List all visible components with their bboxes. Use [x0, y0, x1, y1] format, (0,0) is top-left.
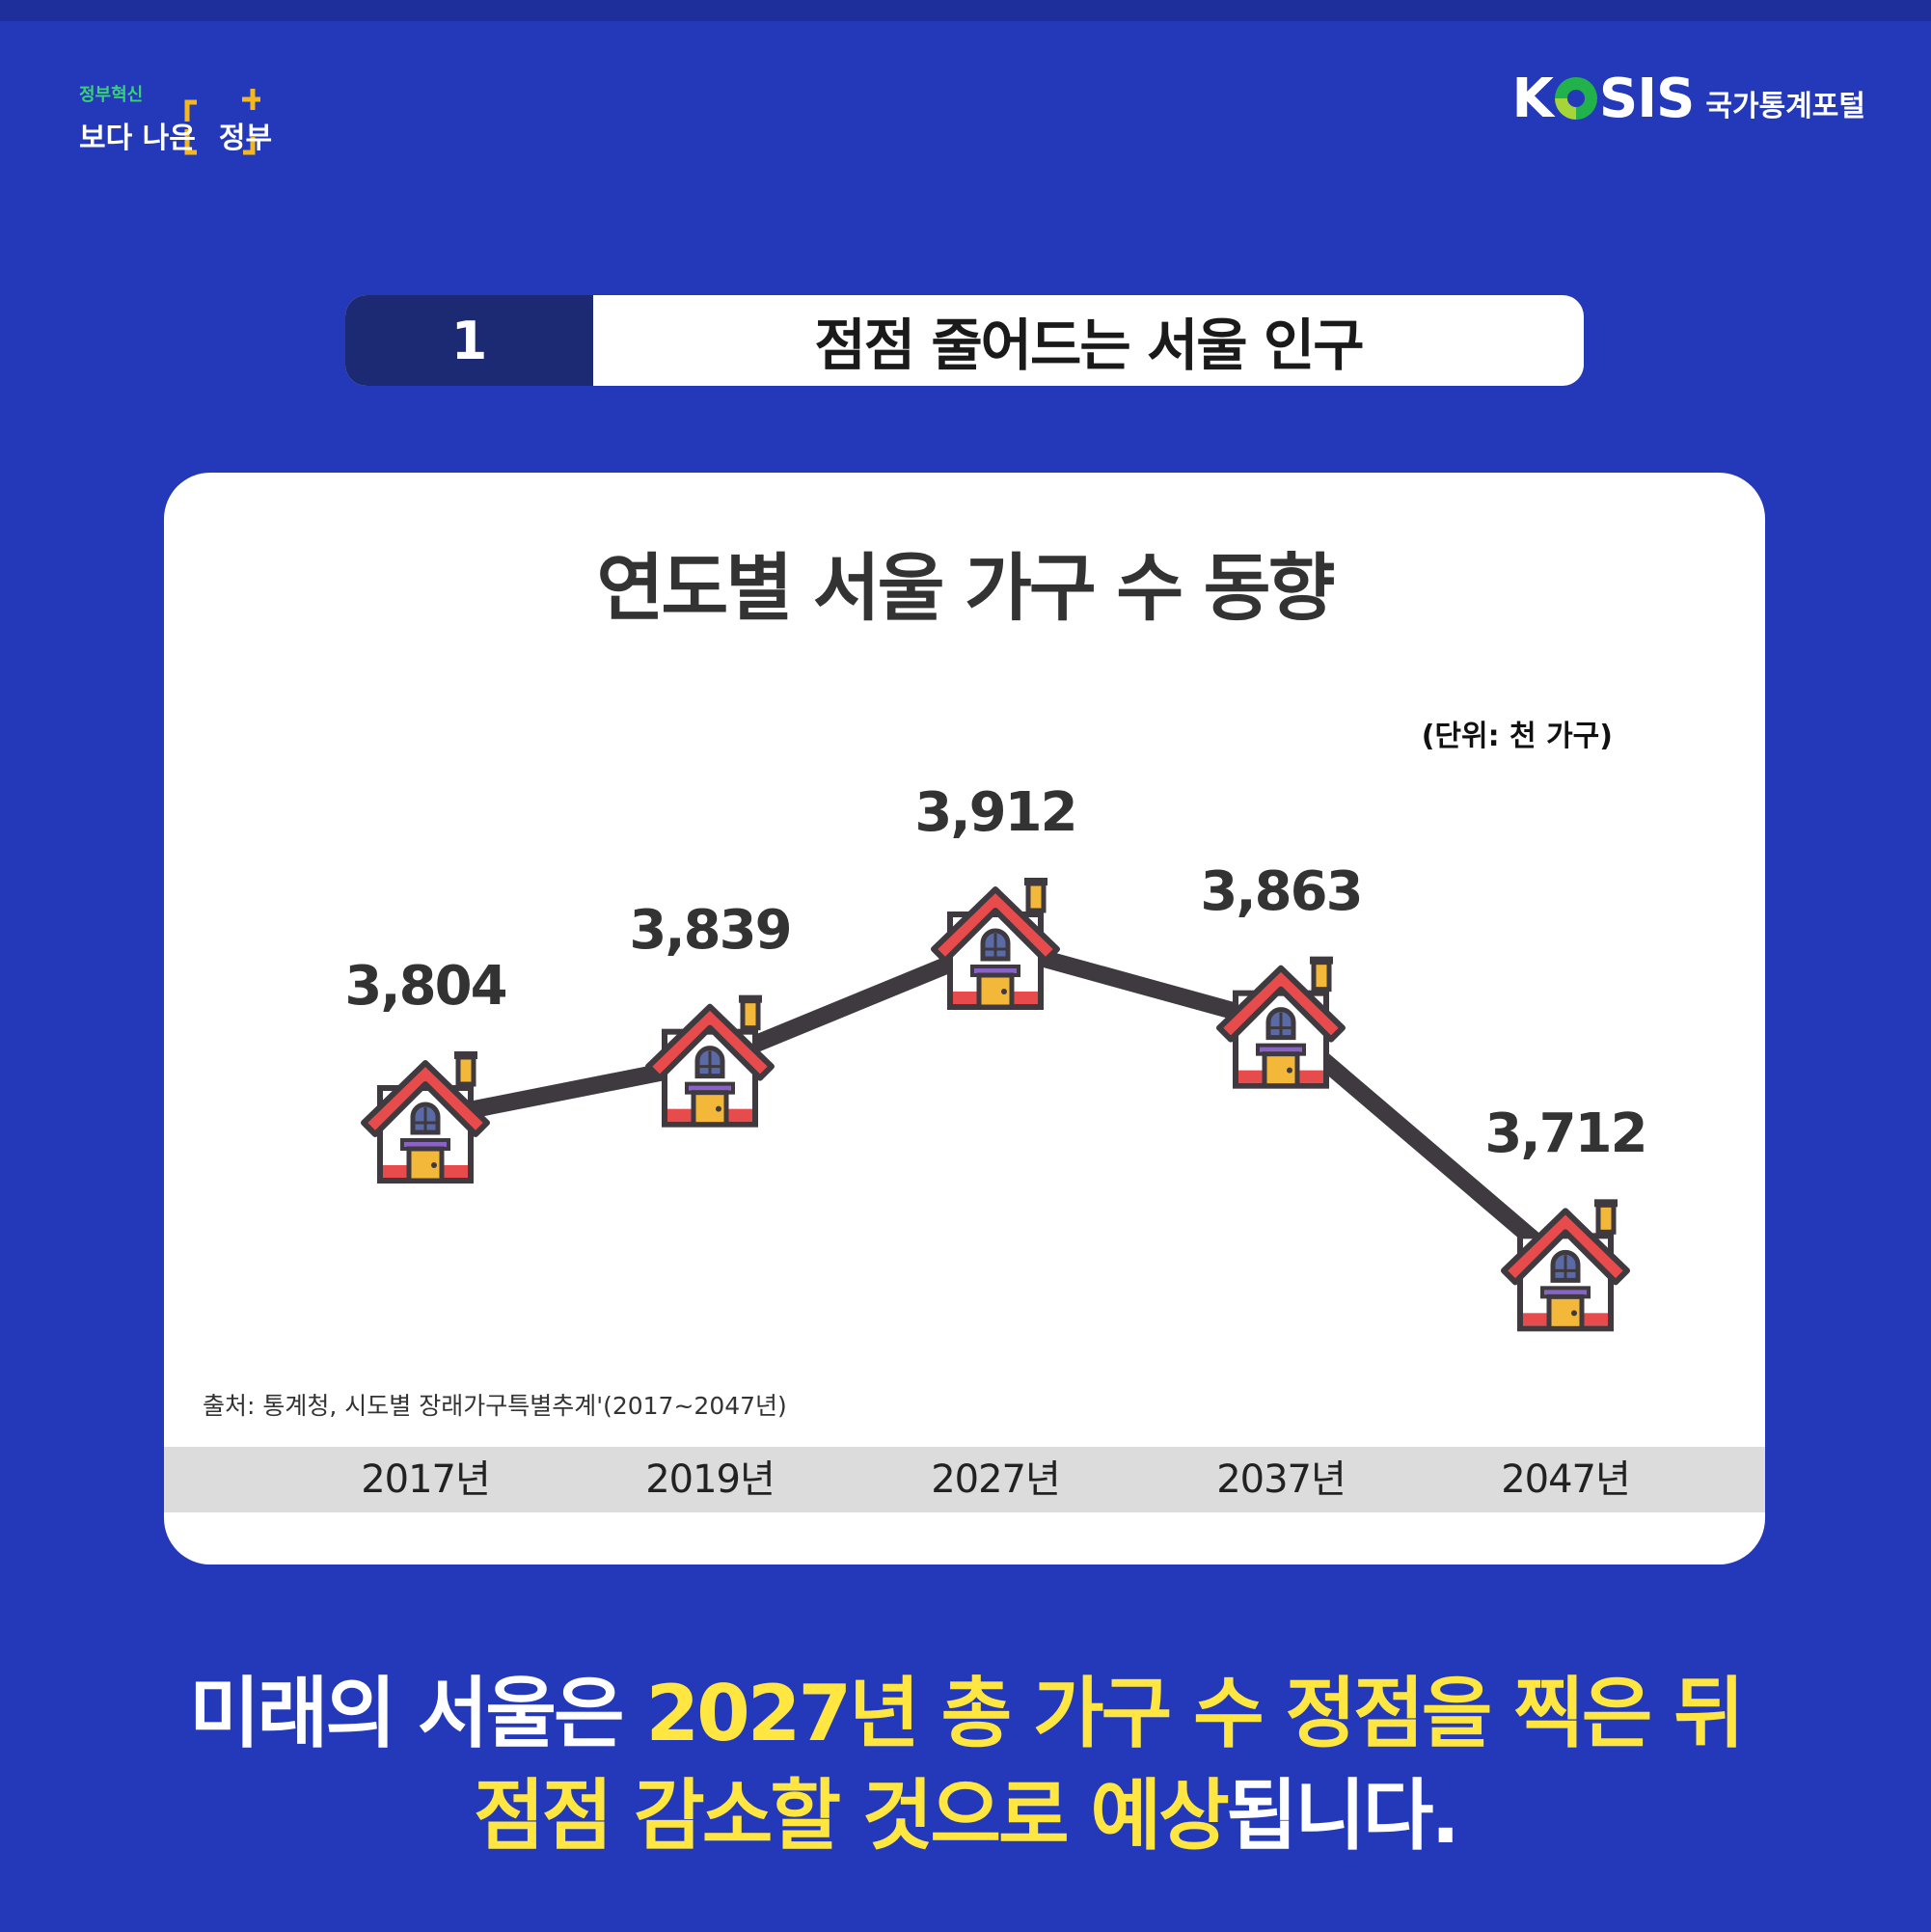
x-axis-band: 2017년 2019년 2027년 2037년 2047년 [164, 1447, 1765, 1512]
x-tick-label: 2027년 [931, 1457, 1061, 1502]
value-label: 3,712 [1484, 1102, 1647, 1166]
section-header: 1 점점 줄어드는 서울 인구 [345, 295, 1584, 386]
line-chart [361, 878, 1630, 1332]
house-marker-icon [1216, 956, 1346, 1089]
chart-source: 출처: 통계청, 시도별 장래가구특별추계'(2017~2047년) [203, 1392, 787, 1420]
caption-line-2: 점점 감소할 것으로 예상됩니다. [0, 1754, 1931, 1865]
x-tick-label: 2019년 [645, 1457, 775, 1502]
x-tick-label: 2047년 [1501, 1457, 1631, 1502]
x-tick-label: 2017년 [361, 1457, 491, 1502]
gov-logo-main-text: 보다 나은 정부 [79, 114, 272, 156]
kosis-logo: K SIS 국가통계포털 [1511, 67, 1865, 130]
house-marker-icon [931, 878, 1060, 1010]
gov-logo-bracket-icon [184, 89, 260, 155]
caption-line2-highlight: 점점 감소할 것으로 예상 [474, 1771, 1230, 1861]
caption-line1-plain: 미래의 서울은 [189, 1669, 646, 1758]
caption-line2-plain: 됩니다. [1226, 1771, 1460, 1861]
top-strip [0, 0, 1931, 21]
gov-innovation-logo: 정부혁신 보다 나은 정부 [79, 75, 291, 172]
kosis-subtitle: 국가통계포털 [1705, 90, 1865, 123]
section-number: 1 [345, 295, 593, 386]
value-label: 3,804 [344, 955, 507, 1018]
gov-logo-main: 보다 나은 [79, 122, 196, 155]
house-marker-icon [1501, 1199, 1630, 1332]
section-title: 점점 줄어드는 서울 인구 [814, 313, 1364, 378]
kosis-rest: SIS [1598, 67, 1695, 130]
value-label: 3,839 [629, 898, 792, 962]
caption-line1-highlight: 2027년 총 가구 수 정점을 찍은 뒤 [645, 1669, 1744, 1758]
kosis-o-icon [1554, 77, 1597, 120]
kosis-k: K [1511, 67, 1553, 130]
house-marker-icon [361, 1051, 490, 1184]
gov-logo-small-text: 정부혁신 [79, 85, 144, 105]
caption-line-1: 미래의 서울은 2027년 총 가구 수 정점을 찍은 뒤 [0, 1651, 1931, 1763]
value-label: 3,912 [914, 781, 1077, 844]
chart-card: 연도별 서울 가구 수 동향 (단위: 천 가구) [164, 473, 1765, 1565]
house-marker-icon [645, 994, 775, 1128]
gov-logo-highlight: 정부 [218, 122, 273, 155]
chart-unit-label: (단위: 천 가구) [1421, 720, 1613, 753]
kosis-wordmark: K SIS [1511, 67, 1695, 130]
x-tick-label: 2037년 [1216, 1457, 1346, 1502]
value-label: 3,863 [1200, 859, 1363, 923]
chart-title: 연도별 서울 가구 수 동향 [596, 545, 1335, 631]
